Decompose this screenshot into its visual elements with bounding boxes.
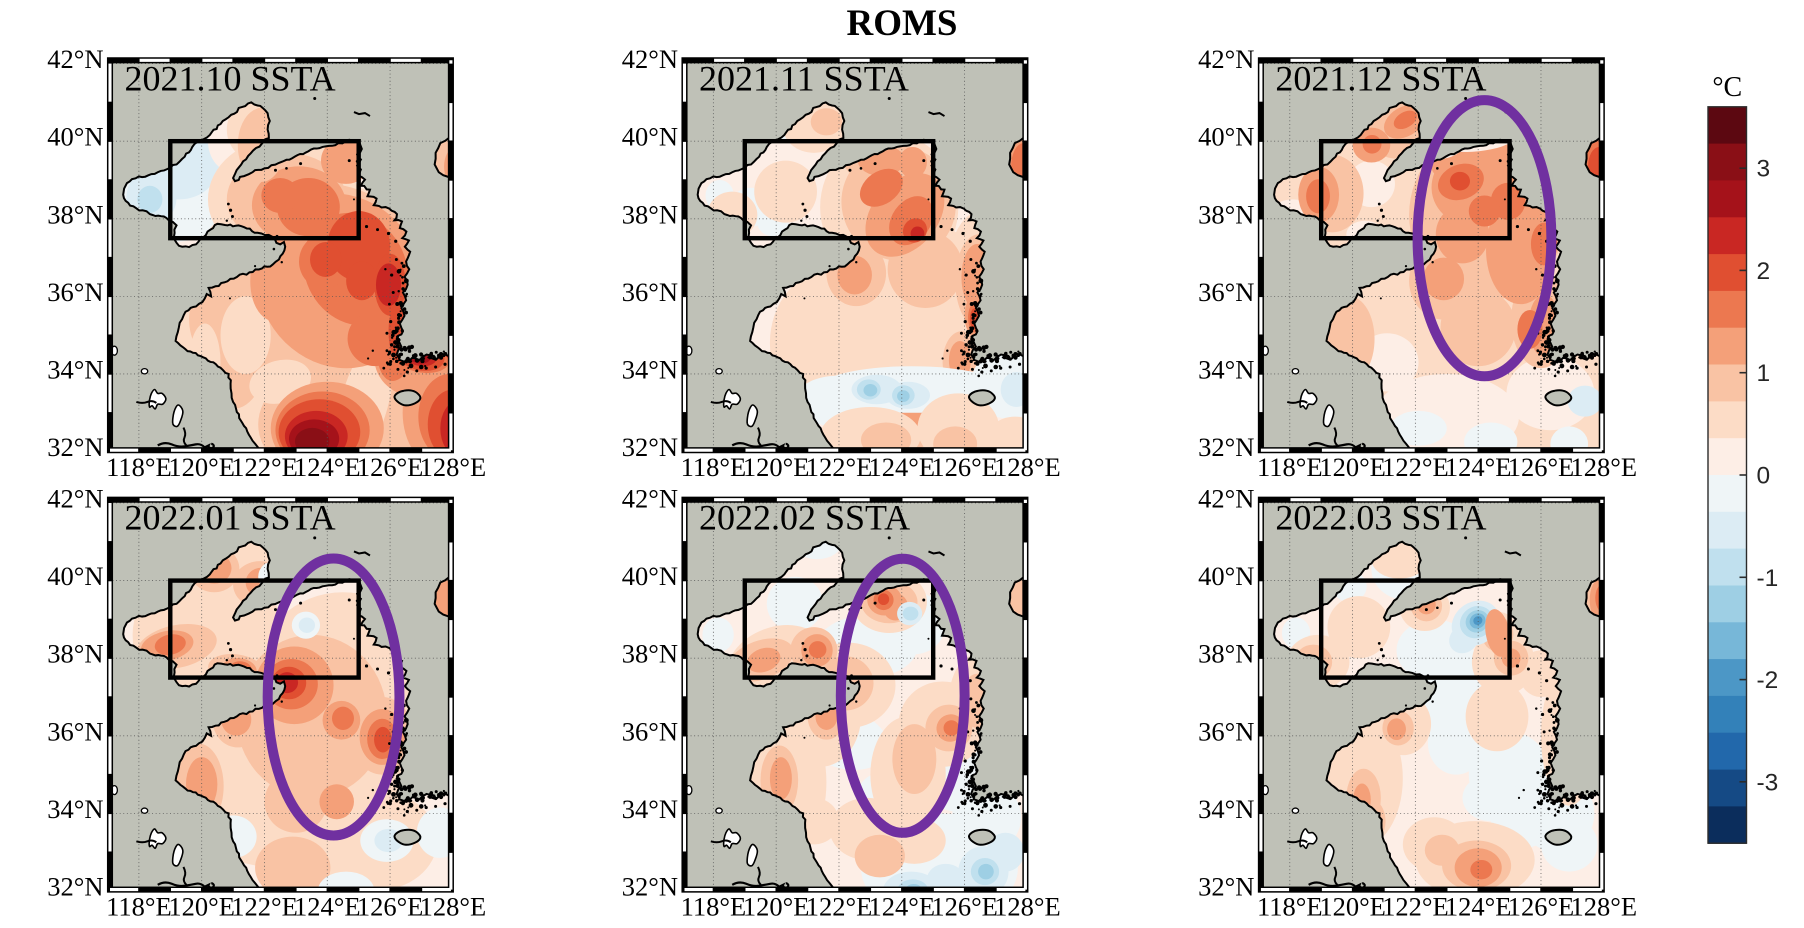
svg-text:32°N: 32°N — [47, 872, 103, 902]
svg-text:38°N: 38°N — [1198, 199, 1254, 229]
svg-text:40°N: 40°N — [622, 561, 678, 591]
svg-text:ROMS: ROMS — [847, 3, 958, 44]
svg-text:36°N: 36°N — [1198, 716, 1254, 746]
svg-text:32°N: 32°N — [1198, 432, 1254, 462]
svg-text:118°E: 118°E — [1257, 892, 1323, 922]
svg-text:122°E: 122°E — [231, 452, 298, 482]
svg-text:36°N: 36°N — [622, 277, 678, 307]
svg-text:°C: °C — [1712, 72, 1742, 103]
svg-text:124°E: 124°E — [869, 452, 936, 482]
svg-text:38°N: 38°N — [622, 199, 678, 229]
svg-text:126°E: 126°E — [931, 452, 998, 482]
svg-text:34°N: 34°N — [47, 355, 103, 385]
svg-text:34°N: 34°N — [1198, 794, 1254, 824]
svg-text:-2: -2 — [1757, 667, 1779, 694]
svg-text:2021.11 SSTA: 2021.11 SSTA — [699, 58, 909, 98]
svg-text:32°N: 32°N — [1198, 872, 1254, 902]
svg-text:124°E: 124°E — [869, 892, 936, 922]
svg-text:36°N: 36°N — [622, 716, 678, 746]
svg-text:1: 1 — [1757, 360, 1771, 387]
svg-text:120°E: 120°E — [1319, 892, 1386, 922]
svg-text:32°N: 32°N — [622, 872, 678, 902]
svg-text:122°E: 122°E — [1382, 892, 1449, 922]
svg-text:118°E: 118°E — [106, 452, 172, 482]
svg-text:36°N: 36°N — [1198, 277, 1254, 307]
svg-text:120°E: 120°E — [743, 452, 810, 482]
svg-text:34°N: 34°N — [622, 355, 678, 385]
svg-text:42°N: 42°N — [47, 484, 103, 514]
svg-text:38°N: 38°N — [47, 639, 103, 669]
svg-text:40°N: 40°N — [1198, 561, 1254, 591]
svg-text:38°N: 38°N — [47, 199, 103, 229]
svg-text:34°N: 34°N — [1198, 355, 1254, 385]
svg-text:36°N: 36°N — [47, 716, 103, 746]
svg-text:42°N: 42°N — [1198, 44, 1254, 74]
svg-text:128°E: 128°E — [1571, 892, 1638, 922]
svg-text:2022.01 SSTA: 2022.01 SSTA — [125, 498, 336, 538]
svg-text:32°N: 32°N — [47, 432, 103, 462]
svg-text:120°E: 120°E — [743, 892, 810, 922]
svg-text:0: 0 — [1757, 463, 1771, 490]
svg-text:126°E: 126°E — [357, 452, 424, 482]
svg-text:122°E: 122°E — [806, 452, 873, 482]
svg-text:124°E: 124°E — [1445, 892, 1512, 922]
svg-text:42°N: 42°N — [47, 44, 103, 74]
svg-text:122°E: 122°E — [231, 892, 298, 922]
svg-text:40°N: 40°N — [1198, 122, 1254, 152]
svg-text:38°N: 38°N — [622, 639, 678, 669]
svg-text:124°E: 124°E — [294, 452, 361, 482]
svg-text:-3: -3 — [1757, 769, 1779, 796]
svg-text:32°N: 32°N — [622, 432, 678, 462]
svg-text:118°E: 118°E — [681, 452, 747, 482]
svg-text:118°E: 118°E — [1257, 452, 1323, 482]
svg-text:40°N: 40°N — [622, 122, 678, 152]
svg-text:42°N: 42°N — [622, 44, 678, 74]
svg-text:3: 3 — [1757, 156, 1771, 183]
svg-text:126°E: 126°E — [357, 892, 424, 922]
svg-text:120°E: 120°E — [168, 892, 235, 922]
svg-text:40°N: 40°N — [47, 561, 103, 591]
svg-text:2021.12 SSTA: 2021.12 SSTA — [1275, 58, 1486, 98]
svg-text:36°N: 36°N — [47, 277, 103, 307]
svg-text:126°E: 126°E — [1508, 452, 1575, 482]
svg-text:-1: -1 — [1757, 565, 1779, 592]
svg-text:124°E: 124°E — [294, 892, 361, 922]
svg-text:126°E: 126°E — [1508, 892, 1575, 922]
svg-text:128°E: 128°E — [994, 452, 1061, 482]
svg-text:122°E: 122°E — [1382, 452, 1449, 482]
svg-text:118°E: 118°E — [106, 892, 172, 922]
svg-text:42°N: 42°N — [622, 484, 678, 514]
svg-text:38°N: 38°N — [1198, 639, 1254, 669]
svg-text:34°N: 34°N — [622, 794, 678, 824]
svg-text:2: 2 — [1757, 258, 1771, 285]
svg-text:122°E: 122°E — [806, 892, 873, 922]
svg-text:34°N: 34°N — [47, 794, 103, 824]
svg-text:2022.03 SSTA: 2022.03 SSTA — [1275, 498, 1486, 538]
svg-text:42°N: 42°N — [1198, 484, 1254, 514]
svg-text:118°E: 118°E — [681, 892, 747, 922]
svg-text:120°E: 120°E — [1319, 452, 1386, 482]
svg-text:126°E: 126°E — [931, 892, 998, 922]
svg-text:128°E: 128°E — [420, 452, 487, 482]
svg-text:2021.10 SSTA: 2021.10 SSTA — [125, 58, 336, 98]
svg-text:128°E: 128°E — [420, 892, 487, 922]
svg-text:40°N: 40°N — [47, 122, 103, 152]
svg-text:120°E: 120°E — [168, 452, 235, 482]
svg-text:128°E: 128°E — [1571, 452, 1638, 482]
svg-text:2022.02 SSTA: 2022.02 SSTA — [699, 498, 910, 538]
svg-text:124°E: 124°E — [1445, 452, 1512, 482]
svg-text:128°E: 128°E — [994, 892, 1061, 922]
